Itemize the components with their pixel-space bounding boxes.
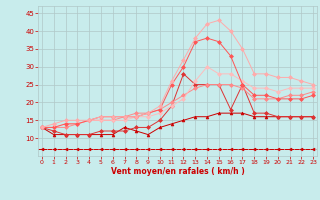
X-axis label: Vent moyen/en rafales ( km/h ): Vent moyen/en rafales ( km/h ) bbox=[111, 167, 244, 176]
